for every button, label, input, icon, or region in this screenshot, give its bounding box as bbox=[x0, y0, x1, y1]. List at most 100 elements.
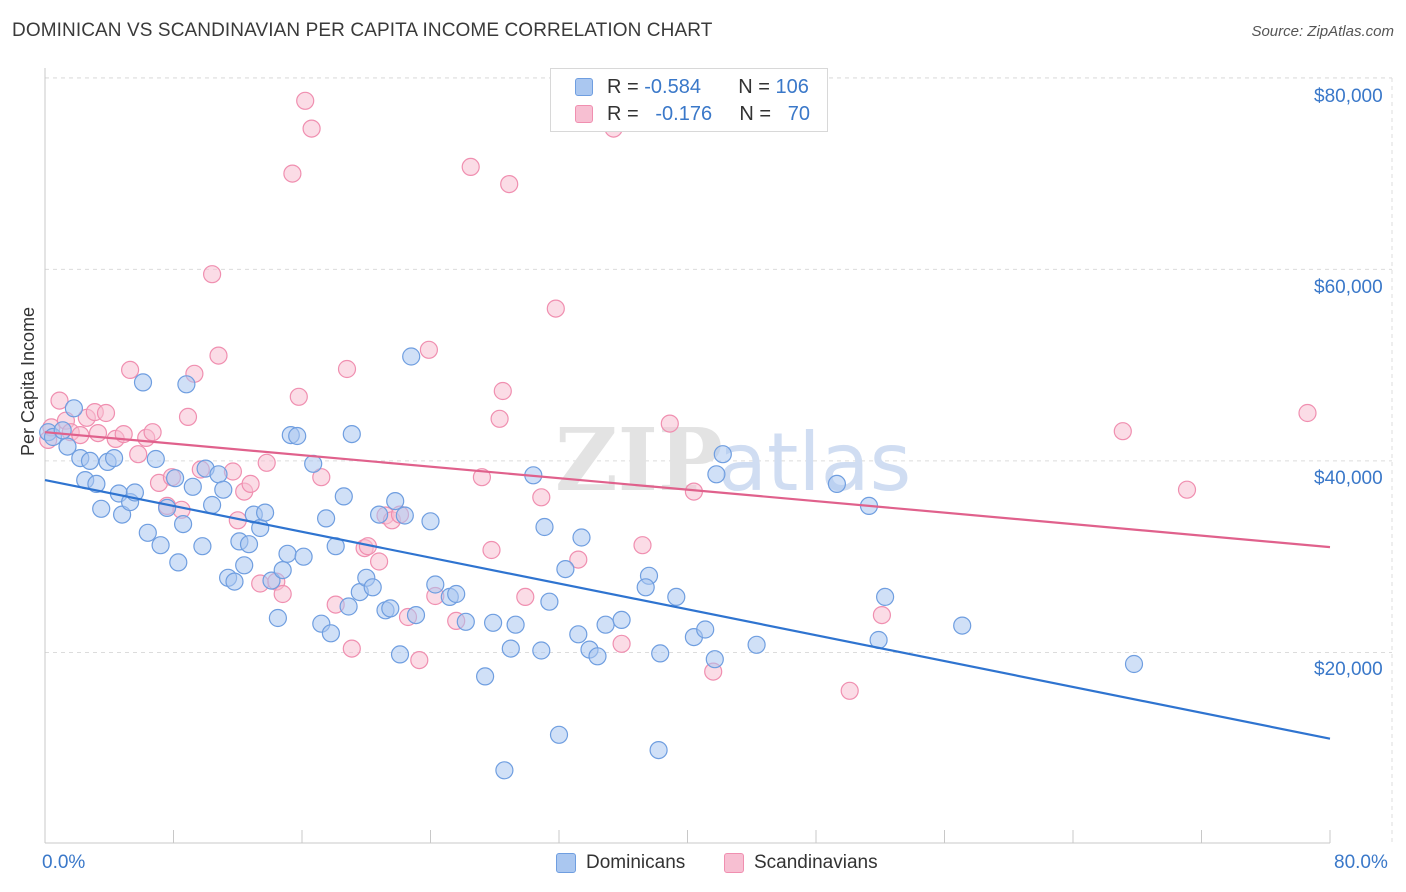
data-point bbox=[596, 615, 615, 634]
data-point bbox=[87, 474, 106, 493]
data-point bbox=[370, 552, 389, 571]
axes bbox=[44, 68, 1331, 844]
data-point bbox=[588, 647, 607, 666]
data-point bbox=[268, 608, 287, 628]
data-point bbox=[257, 453, 276, 472]
dominicans-legend-swatch bbox=[556, 853, 576, 873]
correlation-legend: R = -0.584 N = 106 R = -0.176 N = 70 bbox=[550, 68, 828, 132]
data-point bbox=[133, 373, 153, 392]
data-point bbox=[151, 536, 170, 555]
data-point bbox=[339, 597, 358, 616]
data-point bbox=[426, 575, 445, 594]
data-point bbox=[501, 639, 520, 658]
data-point bbox=[278, 544, 297, 563]
data-point bbox=[953, 616, 972, 635]
data-point bbox=[421, 512, 440, 531]
data-point bbox=[1177, 480, 1197, 499]
data-point bbox=[532, 488, 551, 507]
data-point bbox=[540, 592, 559, 611]
legend-n-value: 106 bbox=[775, 75, 809, 98]
data-point bbox=[177, 375, 196, 394]
data-point bbox=[363, 578, 382, 597]
scandinavians-legend-swatch bbox=[724, 853, 744, 873]
data-point bbox=[58, 437, 77, 456]
dominicans-series bbox=[39, 347, 1144, 780]
data-point bbox=[651, 644, 670, 663]
data-point bbox=[1113, 422, 1132, 441]
y-axis-title: Per Capita Income bbox=[18, 306, 38, 456]
data-point bbox=[386, 492, 405, 511]
legend-row-dominicans: R = -0.584 N = 106 bbox=[575, 75, 809, 99]
data-point bbox=[410, 650, 429, 670]
data-point bbox=[535, 517, 554, 537]
data-point bbox=[490, 409, 509, 428]
data-point bbox=[636, 578, 655, 597]
legend-n-value: 70 bbox=[787, 102, 810, 125]
data-point bbox=[495, 761, 514, 780]
data-point bbox=[334, 487, 353, 506]
data-point bbox=[705, 650, 724, 669]
data-point bbox=[840, 681, 859, 700]
data-point bbox=[1124, 654, 1144, 674]
data-point bbox=[696, 620, 715, 639]
data-point bbox=[193, 537, 212, 556]
data-point bbox=[707, 465, 726, 484]
data-point bbox=[713, 445, 732, 464]
data-point bbox=[235, 556, 254, 575]
data-point bbox=[484, 613, 503, 632]
data-point bbox=[283, 164, 302, 183]
data-point bbox=[569, 625, 588, 644]
data-point bbox=[337, 359, 357, 379]
legend-n-label: N = bbox=[739, 102, 772, 125]
scandinavians-trend-line bbox=[44, 431, 1331, 549]
data-point bbox=[273, 560, 292, 580]
data-point bbox=[572, 528, 591, 547]
y-tick-label: $60,000 bbox=[1314, 277, 1383, 298]
data-point bbox=[321, 624, 340, 643]
data-point bbox=[53, 421, 72, 440]
data-point bbox=[143, 423, 162, 442]
data-point bbox=[556, 559, 575, 579]
data-point bbox=[288, 426, 307, 446]
data-point bbox=[214, 480, 233, 499]
data-point bbox=[612, 634, 631, 653]
data-point bbox=[500, 175, 519, 194]
data-point bbox=[546, 299, 565, 318]
data-point bbox=[461, 157, 480, 176]
data-point bbox=[158, 498, 177, 517]
data-point bbox=[304, 454, 323, 473]
data-point bbox=[872, 605, 892, 625]
data-point bbox=[649, 740, 668, 760]
data-point bbox=[50, 391, 69, 410]
data-point bbox=[302, 119, 321, 138]
data-point bbox=[312, 468, 331, 487]
data-point bbox=[88, 424, 108, 443]
legend-r-value: -0.584 bbox=[644, 75, 701, 98]
data-point bbox=[166, 469, 185, 488]
legend-label-dominicans: Dominicans bbox=[586, 852, 686, 873]
data-point bbox=[342, 425, 361, 444]
data-point bbox=[516, 587, 535, 607]
data-point bbox=[370, 505, 389, 524]
data-point bbox=[482, 540, 501, 560]
legend-row-scandinavians: R = -0.176 N = 70 bbox=[575, 102, 810, 126]
watermark-atlas: atlas bbox=[718, 416, 911, 509]
data-point bbox=[456, 612, 475, 631]
data-point bbox=[296, 91, 315, 110]
data-point bbox=[390, 645, 410, 664]
x-max-label: 80.0% bbox=[1334, 852, 1388, 873]
data-point bbox=[660, 414, 679, 433]
data-point bbox=[289, 387, 308, 406]
data-point bbox=[241, 474, 260, 493]
data-point bbox=[80, 451, 100, 470]
data-point bbox=[104, 449, 124, 468]
y-tick-label: $80,000 bbox=[1314, 86, 1383, 107]
data-point bbox=[472, 468, 491, 487]
data-point bbox=[96, 403, 116, 423]
data-point bbox=[402, 347, 421, 366]
watermark: ZIP atlas bbox=[555, 410, 911, 511]
data-point bbox=[138, 523, 157, 542]
data-point bbox=[203, 265, 222, 284]
data-point bbox=[178, 407, 198, 426]
